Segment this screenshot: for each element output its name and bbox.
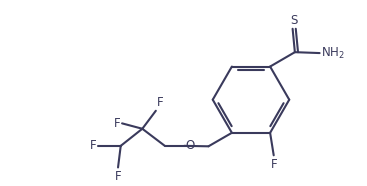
Text: F: F bbox=[157, 96, 164, 109]
Text: F: F bbox=[90, 139, 97, 152]
Text: F: F bbox=[270, 158, 277, 171]
Text: F: F bbox=[115, 170, 121, 183]
Text: O: O bbox=[185, 139, 194, 152]
Text: F: F bbox=[114, 117, 120, 130]
Text: NH$_2$: NH$_2$ bbox=[321, 46, 345, 61]
Text: S: S bbox=[291, 14, 298, 27]
